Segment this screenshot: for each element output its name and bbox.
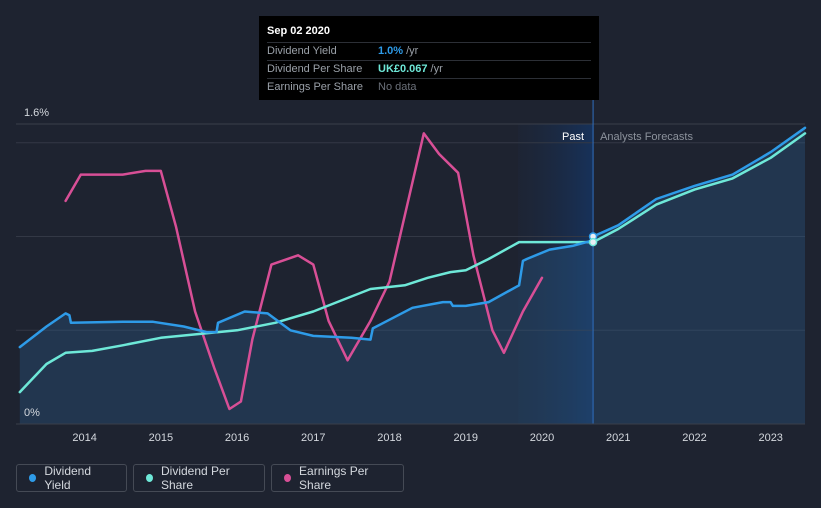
legend-label: Earnings Per Share [299, 464, 369, 492]
past-region-label: Past [562, 131, 584, 143]
dividend-yield-area [19, 127, 806, 425]
tooltip-row-value: UK£0.067 [378, 63, 428, 75]
legend-dividend-per-share[interactable]: Dividend Per Share [133, 464, 265, 492]
earnings-per-share-line [64, 132, 544, 411]
x-tick-label: 2018 [377, 432, 401, 444]
x-axis-ticks: 2014 2015 2016 2017 2018 2019 2020 2021 2022 2023 [72, 432, 783, 444]
tooltip-row-label: Dividend Yield [267, 45, 337, 57]
tooltip-row-label: Earnings Per Share [267, 81, 363, 93]
x-tick-label: 2015 [149, 432, 173, 444]
past-region-band [518, 124, 594, 424]
gridlines [16, 142, 805, 331]
y-axis-bottom-label: 0% [24, 407, 40, 419]
dividend-per-share-line [18, 132, 807, 394]
x-tick-label: 2020 [530, 432, 554, 444]
legend-dot-icon [284, 474, 292, 482]
x-tick-label: 2022 [682, 432, 706, 444]
legend-dot-icon [29, 474, 37, 482]
tooltip-date: Sep 02 2020 [267, 24, 591, 43]
tooltip-row-unit: /yr [430, 63, 443, 75]
legend-label: Dividend Yield [44, 464, 92, 492]
tooltip-row-value: No data [378, 81, 417, 93]
y-axis-top-label: 1.6% [24, 107, 49, 119]
forecast-region-label: Analysts Forecasts [600, 131, 693, 143]
x-tick-label: 2017 [301, 432, 325, 444]
tooltip-row-value: 1.0% [378, 45, 404, 57]
tooltip-row: Dividend Yield 1.0%/yr [267, 43, 591, 61]
legend-earnings-per-share[interactable]: Earnings Per Share [271, 464, 404, 492]
forecast-area [19, 127, 806, 425]
x-tick-label: 2021 [606, 432, 630, 444]
tooltip-row: Earnings Per Share No data [267, 79, 591, 96]
tooltip-row: Dividend Per Share UK£0.067/yr [267, 61, 591, 79]
tooltip: Sep 02 2020 Dividend Yield 1.0%/yr Dividen… [259, 16, 599, 100]
x-tick-label: 2023 [758, 432, 782, 444]
plot-background [16, 124, 805, 424]
highlight-point [588, 237, 598, 247]
x-tick-label: 2019 [454, 432, 478, 444]
highlight-points [588, 232, 598, 247]
x-tick-label: 2016 [225, 432, 249, 444]
tooltip-row-label: Dividend Per Share [267, 63, 363, 75]
legend-dividend-yield[interactable]: Dividend Yield [16, 464, 127, 492]
legend-dot-icon [146, 474, 153, 482]
tooltip-row-unit: /yr [406, 45, 419, 57]
x-tick-label: 2014 [72, 432, 96, 444]
legend-label: Dividend Per Share [161, 464, 230, 492]
